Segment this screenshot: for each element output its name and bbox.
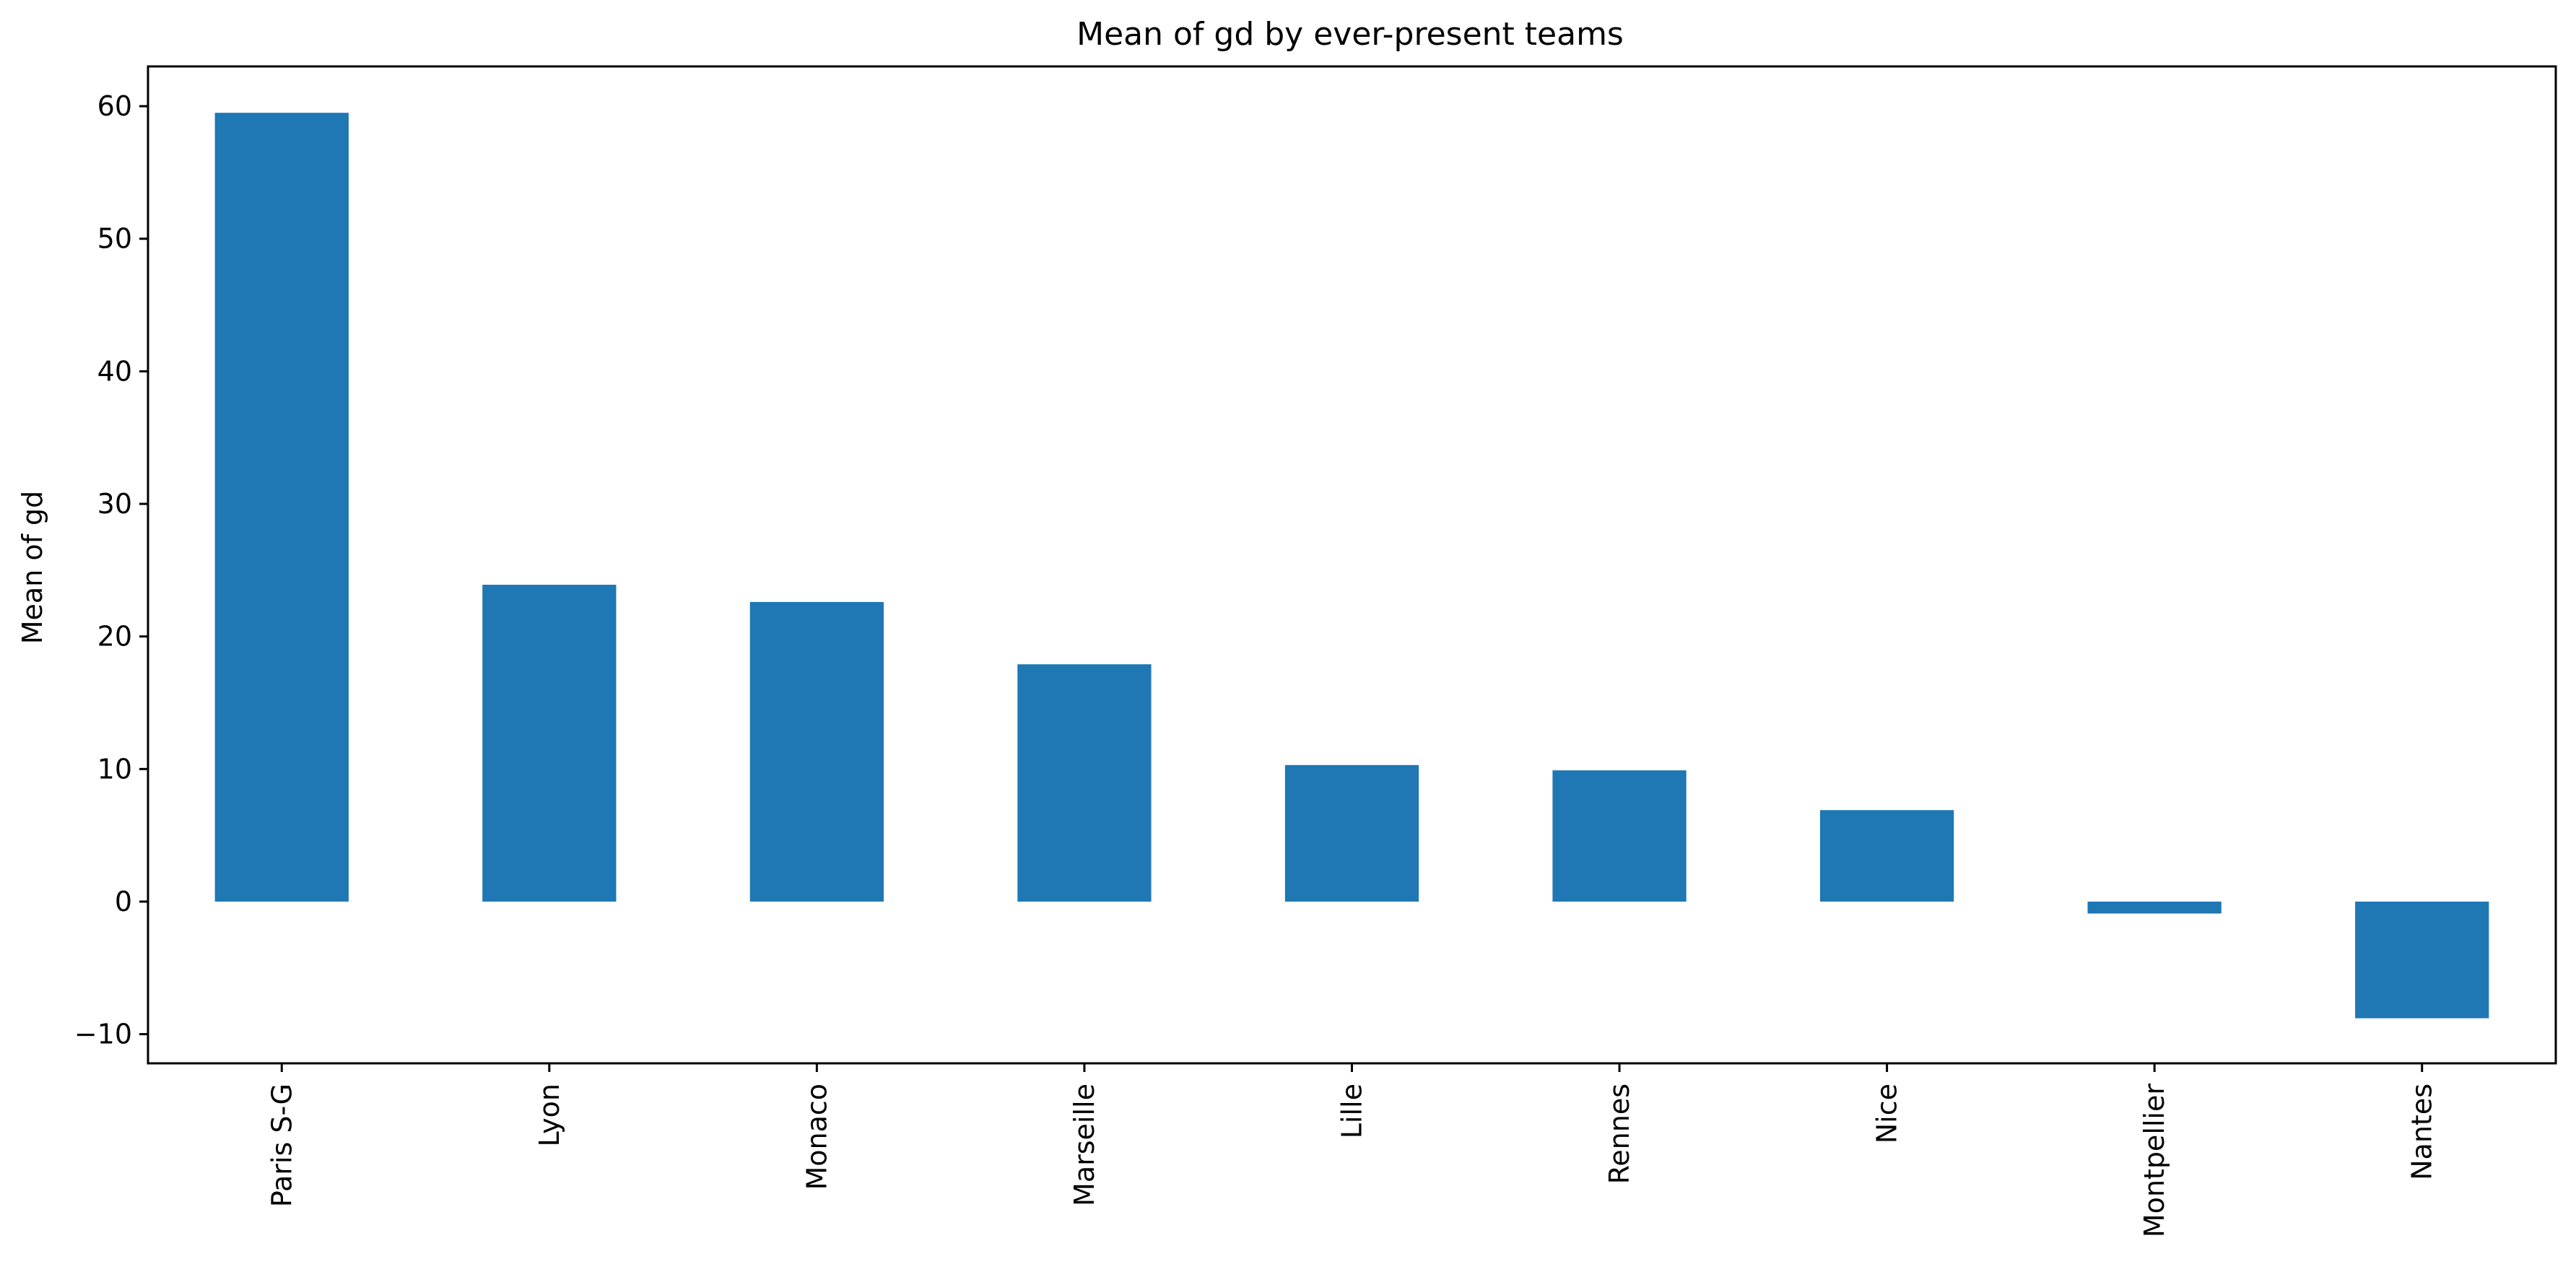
x-tick-label: Lille	[1336, 1084, 1368, 1138]
bar-lyon	[482, 585, 617, 902]
y-tick-label: 0	[115, 886, 132, 918]
x-tick-label: Lyon	[534, 1084, 565, 1147]
y-tick-label: 20	[97, 621, 132, 653]
bar-paris-s-g	[214, 113, 349, 902]
y-axis-ticks: −10 0 10 20 30 40 50 60	[74, 90, 148, 1050]
y-tick-label: 10	[97, 753, 132, 785]
x-tick-label: Montpellier	[2138, 1084, 2170, 1238]
bar-rennes	[1552, 770, 1687, 902]
y-tick-label: −10	[74, 1019, 132, 1050]
bar-nice	[1819, 810, 1954, 902]
plot-frame	[147, 65, 2557, 1065]
bar-marseille	[1017, 664, 1152, 902]
bars-layer	[214, 113, 2489, 1019]
x-tick-label: Nantes	[2406, 1084, 2438, 1180]
y-tick-label: 60	[97, 90, 132, 122]
x-tick-label: Paris S-G	[266, 1084, 297, 1207]
x-tick-label: Nice	[1871, 1084, 1903, 1143]
y-tick-label: 30	[97, 488, 132, 520]
bar-nantes	[2355, 901, 2489, 1019]
x-axis-ticks: Paris S-G Lyon Monaco Marseille Lille Rennes N…	[266, 1063, 2438, 1238]
bar-montpellier	[2087, 901, 2222, 914]
x-tick-label: Monaco	[801, 1084, 832, 1190]
bar-monaco	[749, 601, 884, 902]
y-tick-label: 50	[97, 223, 132, 255]
bar-lille	[1284, 764, 1419, 902]
x-tick-label: Marseille	[1069, 1084, 1100, 1206]
chart-title: Mean of gd by ever-present teams	[1076, 16, 1624, 53]
x-tick-label: Rennes	[1604, 1084, 1635, 1184]
y-axis-label: Mean of gd	[17, 491, 48, 645]
y-tick-label: 40	[97, 355, 132, 387]
